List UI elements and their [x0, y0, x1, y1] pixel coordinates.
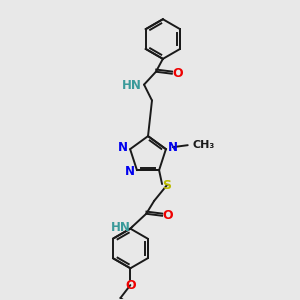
- Text: S: S: [163, 178, 172, 191]
- Text: CH₃: CH₃: [193, 140, 215, 150]
- Text: N: N: [168, 141, 178, 154]
- Text: N: N: [125, 165, 135, 178]
- Text: N: N: [118, 141, 128, 154]
- Text: O: O: [163, 209, 173, 222]
- Text: HN: HN: [122, 79, 142, 92]
- Text: HN: HN: [110, 221, 130, 234]
- Text: O: O: [125, 279, 136, 292]
- Text: O: O: [172, 67, 183, 80]
